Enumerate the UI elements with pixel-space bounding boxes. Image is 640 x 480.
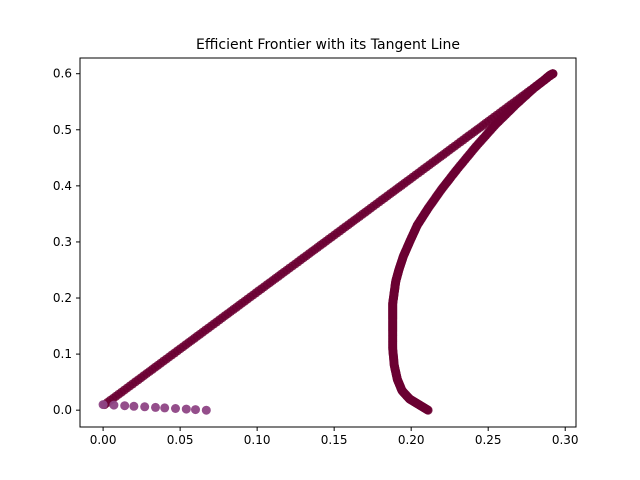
small-portfolio-point bbox=[109, 400, 119, 410]
tangent-point bbox=[548, 69, 558, 79]
small-portfolio-point bbox=[129, 401, 139, 411]
small-portfolio-point bbox=[191, 405, 200, 415]
x-tick-label: 0.15 bbox=[321, 433, 348, 447]
small-portfolio-point bbox=[98, 400, 108, 410]
chart-title: Efficient Frontier with its Tangent Line bbox=[196, 37, 460, 53]
x-tick-label: 0.25 bbox=[475, 433, 502, 447]
y-tick-label: 0.2 bbox=[53, 291, 72, 305]
y-tick-label: 0.3 bbox=[53, 235, 72, 249]
plot-marks bbox=[98, 69, 558, 415]
y-tick-label: 0.4 bbox=[53, 179, 72, 193]
small-portfolio-point bbox=[171, 404, 180, 413]
y-tick-label: 0.5 bbox=[53, 123, 72, 137]
y-tick-label: 0.6 bbox=[53, 67, 72, 81]
x-tick-label: 0.20 bbox=[398, 433, 425, 447]
small-portfolio-point bbox=[140, 402, 150, 412]
small-portfolio-point bbox=[160, 403, 170, 413]
small-portfolio-point bbox=[151, 402, 160, 412]
small-portfolio-point bbox=[181, 404, 191, 414]
y-tick-label: 0.1 bbox=[53, 347, 72, 361]
y-tick-label: 0.0 bbox=[53, 403, 72, 417]
x-tick-label: 0.00 bbox=[90, 433, 117, 447]
x-tick-label: 0.30 bbox=[552, 433, 579, 447]
x-tick-label: 0.05 bbox=[167, 433, 194, 447]
small-portfolio-point bbox=[201, 405, 211, 415]
x-tick-label: 0.10 bbox=[244, 433, 271, 447]
axes-group: 0.00 0.05 0.10 0.15 0.20 0.25 0.30 0.0 0.1 0.2 0.3… bbox=[53, 57, 579, 447]
plot-frame bbox=[79, 57, 577, 428]
small-portfolio-point bbox=[120, 401, 130, 411]
